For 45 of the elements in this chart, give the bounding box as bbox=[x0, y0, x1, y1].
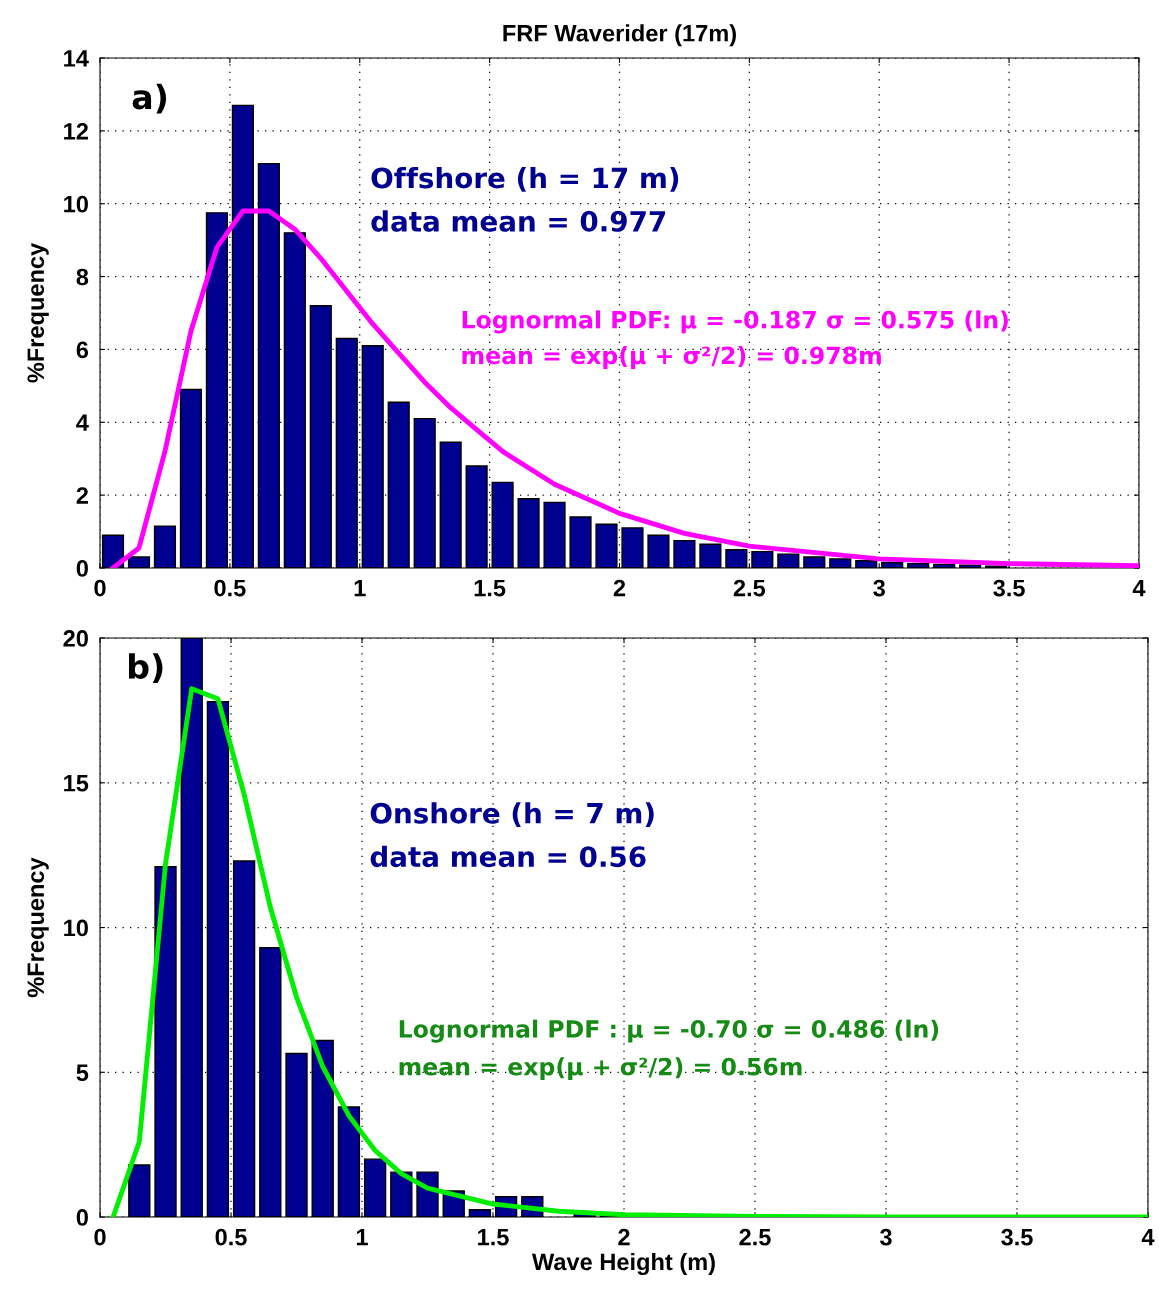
annotation: Onshore (h = 7 m) bbox=[370, 802, 654, 827]
y-tick-label: 2 bbox=[76, 487, 88, 504]
annotation: data mean = 0.977 bbox=[371, 210, 666, 232]
y-tick-label: 20 bbox=[63, 630, 88, 647]
x-tick-label: 4 bbox=[1132, 579, 1146, 597]
y-axis-title: %Frequency bbox=[27, 857, 49, 998]
y-tick-label: 14 bbox=[64, 50, 89, 67]
y-tick-label: 4 bbox=[76, 414, 89, 431]
x-tick-label: 3.5 bbox=[1001, 1228, 1033, 1246]
x-tick-label: 1 bbox=[354, 579, 366, 597]
annotation: Lognormal PDF: μ = -0.187 σ = 0.575 (ln) bbox=[462, 310, 1008, 334]
x-tick-label: 1.5 bbox=[478, 1229, 509, 1246]
y-tick-label: 8 bbox=[76, 268, 89, 286]
chart-title: FRF Waverider (17m) bbox=[503, 24, 736, 47]
y-axis-title: %Frequency bbox=[27, 242, 49, 383]
x-tick-label: 0 bbox=[94, 1228, 106, 1246]
y-tick-label: 15 bbox=[64, 775, 89, 792]
annotation: Offshore (h = 17 m) bbox=[371, 166, 679, 192]
x-tick-label: 2.5 bbox=[733, 579, 766, 597]
y-tick-label: 0 bbox=[76, 560, 88, 577]
x-tick-label: 4 bbox=[1141, 1229, 1155, 1246]
x-tick-label: 3 bbox=[873, 579, 885, 597]
annotation: data mean = 0.56 bbox=[370, 845, 646, 868]
x-tick-label: 0 bbox=[94, 579, 106, 597]
annotation: a) bbox=[132, 83, 167, 114]
x-tick-label: 0.5 bbox=[214, 579, 246, 597]
x-axis-title: Wave Height (m) bbox=[531, 1252, 715, 1276]
x-tick-label: 0.5 bbox=[215, 1228, 247, 1246]
annotation: mean = exp(μ + σ²/2) = 0.56m bbox=[399, 1057, 802, 1081]
x-tick-label: 2 bbox=[613, 579, 626, 597]
x-tick-label: 2.5 bbox=[739, 1228, 771, 1246]
x-tick-label: 3 bbox=[879, 1228, 892, 1246]
annotation: mean = exp(μ + σ²/2) = 0.978m bbox=[462, 346, 881, 369]
y-tick-label: 12 bbox=[64, 122, 88, 140]
annotation: Lognormal PDF : μ = -0.70 σ = 0.486 (ln) bbox=[399, 1019, 939, 1043]
y-tick-label: 10 bbox=[64, 919, 88, 937]
x-tick-label: 2 bbox=[618, 1228, 630, 1246]
x-tick-label: 1.5 bbox=[474, 579, 506, 597]
y-tick-label: 5 bbox=[76, 1064, 89, 1082]
annotation: b) bbox=[129, 653, 163, 683]
x-tick-label: 3.5 bbox=[993, 579, 1025, 597]
y-tick-label: 10 bbox=[64, 195, 88, 213]
y-tick-label: 0 bbox=[76, 1209, 88, 1226]
x-tick-label: 1 bbox=[356, 1229, 368, 1246]
y-tick-label: 6 bbox=[76, 341, 89, 359]
